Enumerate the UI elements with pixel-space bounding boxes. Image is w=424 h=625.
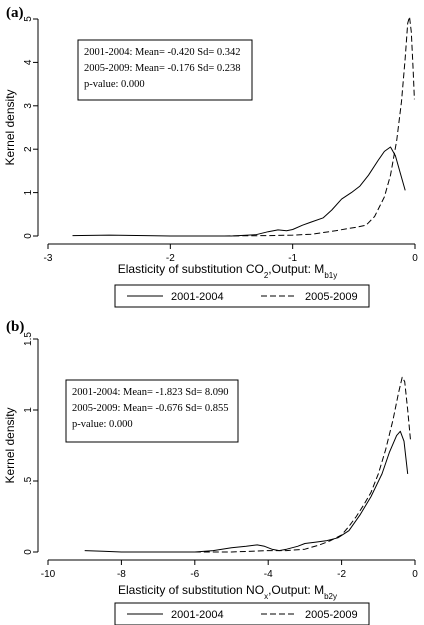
legend-entry: 2001-2004 xyxy=(171,609,224,621)
legend-box xyxy=(114,284,370,308)
y-axis-label: Kernel density xyxy=(3,407,17,483)
legend-entry: 2001-2004 xyxy=(171,291,224,303)
y-tick-label: 0 xyxy=(23,549,34,555)
x-axis-label: Elasticity of substitution NOx,Output: M… xyxy=(118,583,337,601)
y-tick-label: 1 xyxy=(23,189,34,195)
y-tick-label: 1 xyxy=(23,407,34,413)
x-tick-label: -1 xyxy=(288,253,297,264)
stats-annotation-line: 2005-2009: Mean= -0.676 Sd= 0.855 xyxy=(72,403,229,414)
stats-annotation-line: p-value: 0.000 xyxy=(84,79,145,90)
stats-annotation-line: p-value: 0.000 xyxy=(72,419,133,430)
series-line-2005-2009 xyxy=(194,376,412,553)
legend-box xyxy=(114,602,370,625)
y-tick-label: 1.5 xyxy=(23,332,34,346)
x-tick-label: -8 xyxy=(117,569,126,580)
series-line-2001-2004 xyxy=(84,430,409,553)
stats-annotation-box xyxy=(65,379,239,443)
y-axis-label: Kernel density xyxy=(3,89,17,165)
legend-entry: 2005-2009 xyxy=(305,291,358,303)
series-line-2005-2009 xyxy=(170,16,415,237)
x-tick-label: -2 xyxy=(166,253,175,264)
legend-entry: 2005-2009 xyxy=(305,609,358,621)
x-tick-label: -2 xyxy=(337,569,346,580)
y-tick-label: 3 xyxy=(23,103,34,109)
panel-label: (b) xyxy=(6,319,24,335)
stats-annotation-line: 2001-2004: Mean= -1.823 Sd= 8.090 xyxy=(72,387,229,398)
chart-panel-2: (b) 0 .5 1 1.5 Kernel density -10 -8 -6 -4 -2 0 Elas… xyxy=(3,319,418,625)
y-tick-label: .5 xyxy=(23,476,34,485)
y-tick-label: 2 xyxy=(23,146,34,152)
panel-label: (a) xyxy=(6,5,24,21)
x-tick-label: -10 xyxy=(41,569,56,580)
stats-annotation-line: 2005-2009: Mean= -0.176 Sd= 0.238 xyxy=(84,63,241,74)
y-tick-label: 4 xyxy=(23,59,34,65)
series-line-2001-2004 xyxy=(72,146,406,237)
y-tick-label: 0 xyxy=(23,233,34,239)
stats-annotation-box xyxy=(77,39,253,101)
x-tick-label: -6 xyxy=(190,569,199,580)
x-tick-label: -4 xyxy=(264,569,273,580)
chart-panel-1: (a) 0 1 2 3 4 5 Kernel density -3 -2 -1 0 Elasticity… xyxy=(3,5,418,308)
x-tick-label: 0 xyxy=(412,569,418,580)
stats-annotation-line: 2001-2004: Mean= -0.420 Sd= 0.342 xyxy=(84,47,241,58)
x-axis-label: Elasticity of substitution CO2,Output: M… xyxy=(118,262,337,280)
x-tick-label: 0 xyxy=(412,253,418,264)
y-tick-label: 5 xyxy=(23,16,34,22)
x-tick-label: -3 xyxy=(44,253,53,264)
